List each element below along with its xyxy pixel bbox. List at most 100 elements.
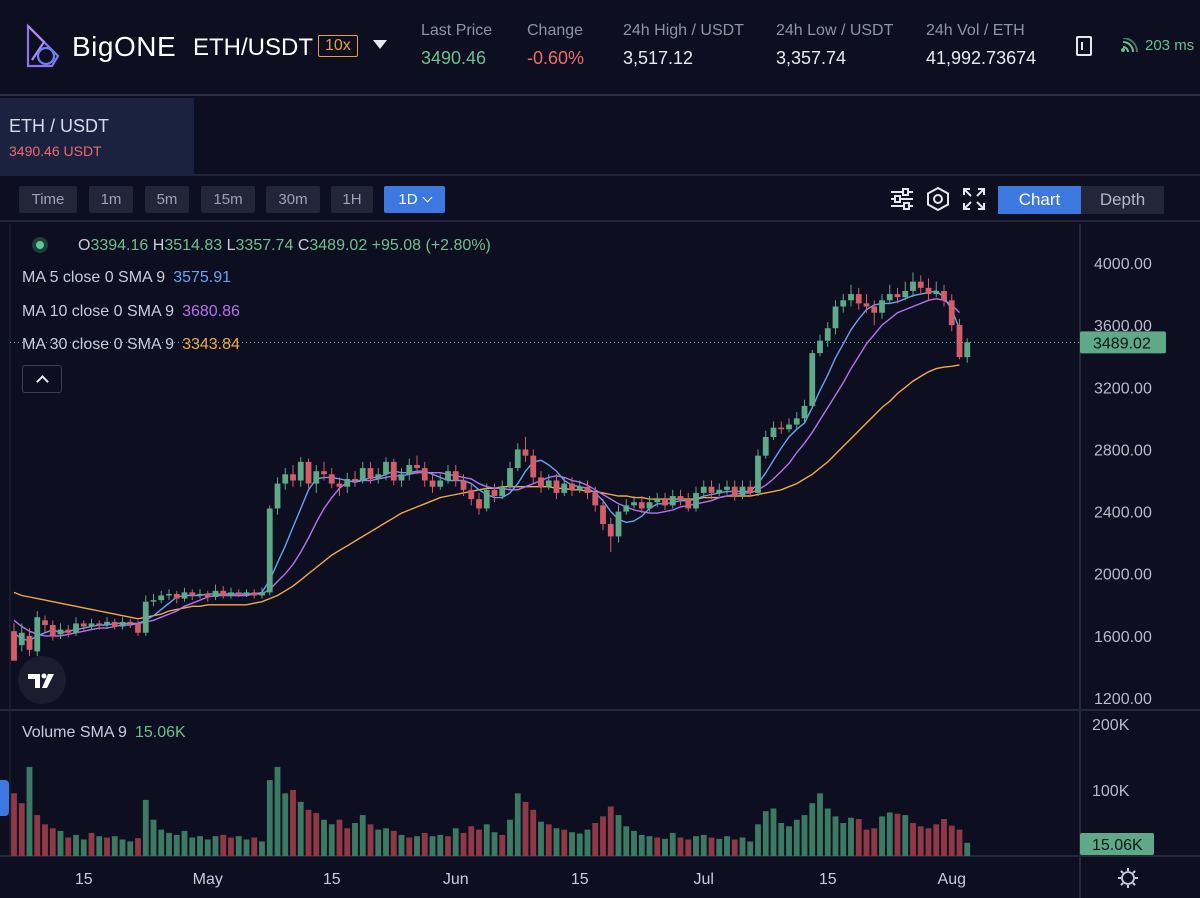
candle-body (793, 418, 800, 425)
price-tick-label: 4000.00 (1094, 256, 1152, 273)
candle-body (135, 623, 141, 633)
candle-body (282, 474, 289, 484)
high-label: H (152, 237, 165, 254)
candle-body (452, 471, 459, 481)
chart-area[interactable]: 4000.00 3600.00 3200.00 2800.00 2400.00 2000.… (0, 224, 1200, 898)
volume-bar (483, 824, 490, 856)
stat-value: 41,992.73674 (926, 48, 1037, 68)
candle-body (731, 486, 738, 497)
current-price-label: 3489.02 (1093, 335, 1151, 352)
stat-last-price: Last Price 3490.46 (421, 22, 492, 69)
price-tick-label: 2800.00 (1094, 442, 1152, 459)
document-icon[interactable] (1076, 36, 1092, 56)
candle-body (654, 499, 661, 503)
ma-label: MA 5 close 0 SMA 9 (22, 269, 166, 286)
volume-bar (321, 819, 327, 856)
volume-bar (18, 803, 25, 856)
candle-body (553, 480, 560, 493)
stat-label: Change (527, 22, 584, 39)
candle-body (886, 294, 893, 301)
time-tick-label: 15 (571, 871, 589, 888)
volume-bar (693, 836, 699, 856)
tab-chart[interactable]: Chart (998, 186, 1081, 214)
candle-body (42, 620, 48, 625)
tab-depth[interactable]: Depth (1081, 186, 1164, 214)
volume-bar (762, 811, 769, 856)
candle-body (468, 489, 475, 500)
candle-body (142, 601, 149, 633)
latency-readout: 203 ms (1145, 37, 1195, 54)
pair-selector[interactable]: ETH/USDT (193, 34, 313, 61)
interval-30m-button[interactable]: 30m (266, 186, 320, 213)
candle-body (297, 461, 304, 481)
volume-bar (290, 790, 296, 856)
volume-bar (220, 834, 227, 856)
candle-body (755, 455, 761, 493)
volume-tick-label: 200K (1092, 717, 1130, 734)
settings-hexagon-icon[interactable] (925, 186, 951, 212)
interval-15m-button[interactable]: 15m (201, 186, 255, 213)
volume-bar (359, 815, 366, 856)
volume-bar (274, 766, 281, 856)
candle-body (173, 593, 180, 599)
volume-bar (11, 793, 17, 856)
volume-bar (615, 815, 622, 856)
fullscreen-icon[interactable] (961, 186, 987, 212)
price-chart[interactable]: 4000.00 3600.00 3200.00 2800.00 2400.00 2000.… (0, 224, 1200, 898)
side-panel-handle[interactable] (0, 780, 9, 816)
volume-bar (119, 839, 126, 856)
tradingview-logo-icon[interactable] (18, 656, 66, 704)
volume-bar (848, 817, 854, 856)
volume-bar (305, 809, 312, 856)
pair-tab[interactable]: ETH / USDT 3490.46 USDT (0, 98, 194, 176)
candle-body (600, 505, 606, 524)
candle-body (778, 427, 785, 430)
interval-time-button[interactable]: Time (19, 186, 77, 213)
candle-body (491, 489, 498, 497)
volume-bar (352, 823, 358, 856)
volume-bar (336, 819, 343, 856)
gear-icon[interactable] (1116, 866, 1140, 890)
ma-value: 3680.86 (182, 303, 240, 320)
volume-bar (181, 830, 188, 856)
candle-body (948, 300, 955, 326)
volume-bar (468, 826, 475, 856)
indicator-settings-icon[interactable] (889, 186, 915, 212)
candle-body (700, 486, 707, 493)
volume-bar (545, 824, 552, 856)
price-tick-label: 2000.00 (1094, 567, 1152, 584)
interval-1h-button[interactable]: 1H (331, 186, 373, 213)
interval-5m-button[interactable]: 5m (145, 186, 189, 213)
volume-bar (685, 839, 692, 856)
interval-1m-button[interactable]: 1m (89, 186, 133, 213)
candle-body (166, 593, 172, 596)
candle-body (483, 489, 490, 509)
candle-body (855, 294, 862, 304)
candle-body (716, 489, 723, 493)
volume-bar (638, 834, 645, 856)
collapse-legend-button[interactable] (22, 365, 62, 393)
volume-bar (902, 815, 909, 856)
volume-bar (910, 823, 916, 856)
candle-body (724, 486, 730, 490)
volume-bar (569, 832, 575, 856)
interval-1d-button[interactable]: 1D (384, 186, 445, 213)
candle-body (576, 486, 583, 490)
candle-body (445, 471, 451, 481)
volume-bar (142, 799, 149, 856)
candle-body (73, 623, 79, 633)
candle-body (615, 511, 622, 537)
candle-body (538, 477, 544, 487)
volume-bar (755, 824, 761, 856)
pair-dropdown-icon[interactable] (373, 40, 387, 49)
time-tick-label: 15 (323, 871, 341, 888)
volume-bar (150, 819, 157, 856)
candle-body (871, 306, 878, 313)
candle-body (460, 480, 467, 490)
leverage-badge: 10x (318, 35, 358, 57)
volume-bar (561, 829, 568, 856)
volume-bar (964, 842, 971, 856)
high-value: 3514.83 (164, 237, 223, 254)
candle-body (677, 496, 684, 500)
volume-bar (49, 828, 56, 856)
